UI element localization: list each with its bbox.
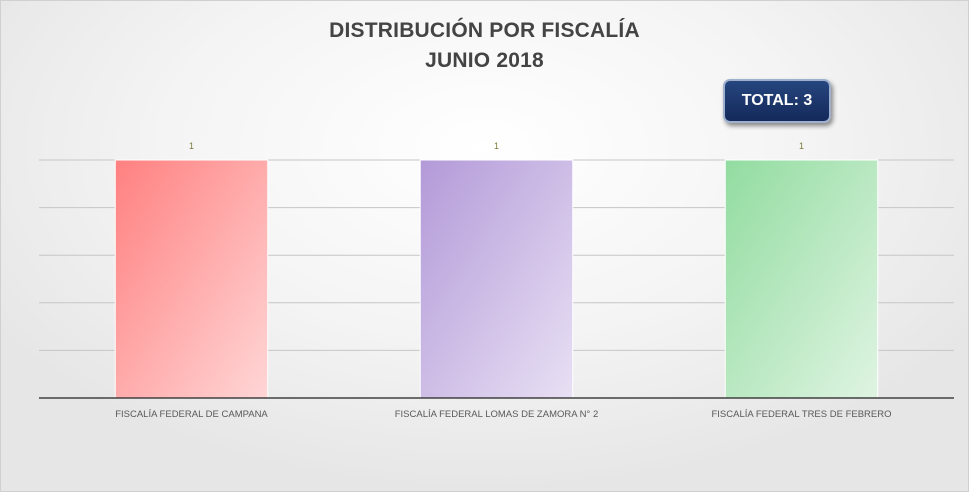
data-label-1: 1 <box>189 141 194 151</box>
category-label-2: FISCALÍA FEDERAL LOMAS DE ZAMORA N° 2 <box>395 409 599 420</box>
category-label-3: FISCALÍA FEDERAL TRES DE FEBRERO <box>711 409 891 420</box>
bars <box>114 159 879 399</box>
bar-1 <box>114 159 269 399</box>
category-labels: FISCALÍA FEDERAL DE CAMPANA FISCALÍA FEDE… <box>115 409 891 420</box>
bar-2 <box>419 159 574 399</box>
data-label-2: 1 <box>494 141 499 151</box>
data-label-3: 1 <box>799 141 804 151</box>
chart-subtitle: JUNIO 2018 <box>425 49 544 72</box>
category-label-1: FISCALÍA FEDERAL DE CAMPANA <box>115 409 268 420</box>
total-badge: TOTAL: 3 <box>723 79 831 123</box>
bar-3 <box>724 159 879 399</box>
chart-title: DISTRIBUCIÓN POR FISCALÍA <box>329 19 640 42</box>
data-labels: 1 1 1 <box>189 141 804 151</box>
